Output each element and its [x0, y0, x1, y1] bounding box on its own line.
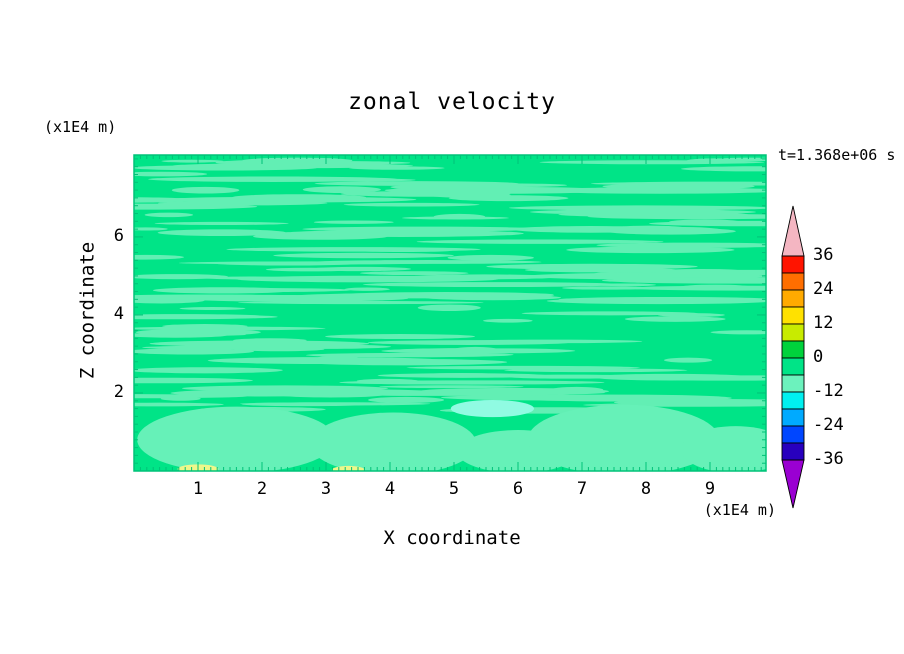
x-tick-label: 9 [704, 479, 716, 499]
plot-title: zonal velocity [348, 89, 556, 115]
colorbar-tick-label: 0 [813, 347, 824, 367]
y-tick-label: 6 [113, 226, 124, 246]
x-tick-label: 1 [192, 479, 204, 499]
colorbar-tick-label: 36 [813, 245, 834, 265]
x-tick-label: 7 [576, 479, 588, 499]
x-axis-label: X coordinate [383, 527, 521, 549]
time-annotation: t=1.368e+06 s [778, 146, 896, 164]
x-axis-unit-label: (x1E4 m) [703, 501, 776, 519]
y-tick-label: 2 [113, 382, 124, 402]
x-tick-label: 4 [384, 479, 396, 499]
x-tick-label: 2 [256, 479, 268, 499]
x-tick-label: 6 [512, 479, 524, 499]
y-axis-unit-label: (x1E4 m) [44, 118, 117, 136]
x-tick-label: 8 [640, 479, 652, 499]
colorbar-tick-label: -36 [813, 449, 844, 469]
colorbar-tick-label: -12 [813, 381, 844, 401]
y-tick-label: 4 [113, 304, 124, 324]
colorbar-tick-label: 24 [813, 279, 834, 299]
x-tick-label: 3 [320, 479, 332, 499]
x-tick-label: 5 [448, 479, 460, 499]
colorbar-tick-label: 12 [813, 313, 834, 333]
colorbar-tick-label: -24 [813, 415, 844, 435]
